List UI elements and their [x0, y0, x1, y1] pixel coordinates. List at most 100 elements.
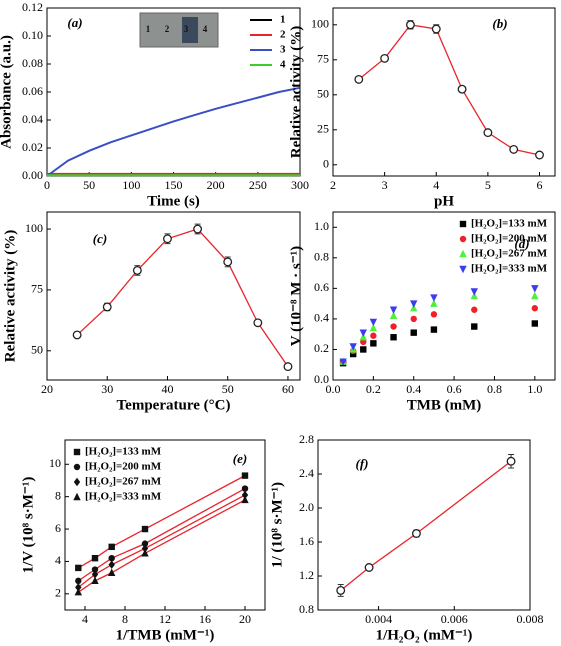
- x-tick-label: 40: [161, 382, 173, 396]
- marker: [360, 346, 367, 353]
- series-line: [77, 499, 246, 593]
- legend-label: [H₂O₂]=200 mM: [85, 461, 162, 473]
- y-axis-title: Absorbance (a.u.): [0, 35, 14, 149]
- y-tick-label: 2: [55, 586, 61, 600]
- y-tick-label: 0.12: [22, 0, 43, 14]
- marker-bg: [103, 303, 112, 311]
- marker: [163, 234, 172, 244]
- marker: [369, 323, 378, 332]
- marker: [223, 257, 233, 267]
- y-tick-label: 2.0: [299, 500, 314, 514]
- y-tick-label: 0.6: [314, 280, 329, 294]
- x-tick-label: 3: [382, 178, 388, 192]
- x-tick-label: 0: [44, 178, 50, 192]
- x-tick-label: 0.8: [487, 382, 502, 396]
- series-line: [76, 228, 289, 367]
- marker: [535, 150, 544, 160]
- marker: [241, 472, 249, 479]
- y-tick-label: 0.2: [314, 341, 329, 355]
- marker: [531, 320, 539, 327]
- marker: [141, 549, 149, 557]
- x-axis-title: Temperature (°C): [117, 397, 231, 413]
- legend-label: 3: [280, 44, 286, 56]
- x-tick-label: 16: [199, 612, 211, 626]
- y-tick-label: 100: [25, 221, 43, 235]
- x-axis-title: 1/H₂O₂ (mM⁻¹): [376, 627, 473, 643]
- x-tick-label: 0.2: [366, 382, 381, 396]
- x-tick-label: 1.0: [527, 382, 542, 396]
- marker: [73, 463, 81, 471]
- x-tick-label: 300: [291, 178, 309, 192]
- marker: [349, 343, 357, 351]
- marker: [509, 144, 519, 154]
- marker: [336, 586, 346, 595]
- x-tick-label: 30: [101, 382, 113, 396]
- y-tick-label: 75: [31, 282, 43, 296]
- y-tick-label: 2.4: [299, 466, 314, 480]
- legend-label: [H₂O₂]=133 mM: [85, 446, 162, 458]
- marker-bg: [336, 586, 345, 595]
- y-tick-label: 75: [317, 52, 329, 66]
- y-axis-title: 1/V (10⁸ s·M⁻¹): [20, 477, 36, 574]
- x-tick-label: 6: [537, 178, 543, 192]
- marker: [141, 525, 149, 533]
- y-tick-label: 0: [323, 157, 329, 171]
- x-tick-label: 50: [222, 382, 234, 396]
- y-tick-label: 6: [55, 521, 61, 535]
- marker-bg: [193, 225, 202, 233]
- marker: [73, 492, 81, 501]
- marker: [141, 540, 149, 547]
- plot-frame: [332, 211, 556, 381]
- y-tick-label: 25: [317, 122, 329, 136]
- marker: [430, 299, 438, 307]
- marker: [506, 456, 516, 466]
- marker: [75, 577, 82, 585]
- marker: [531, 285, 539, 293]
- marker: [390, 323, 397, 330]
- series-line: [358, 24, 540, 156]
- panel-label: (f): [356, 456, 369, 471]
- marker-bg: [432, 25, 441, 33]
- y-tick-label: 0.02: [22, 140, 43, 154]
- y-tick-label: 1.6: [299, 534, 314, 548]
- legend-label: [H₂O₂]=333 mM: [471, 263, 548, 275]
- inset-label: 1: [146, 24, 151, 34]
- marker: [459, 265, 467, 274]
- marker: [74, 587, 82, 596]
- marker: [75, 583, 82, 592]
- legend-label: 2: [280, 29, 286, 41]
- y-axis-title: Relative activity (%): [288, 26, 304, 158]
- marker-bg: [509, 145, 518, 154]
- marker: [108, 560, 115, 569]
- marker: [459, 235, 467, 243]
- series-line: [340, 460, 512, 591]
- marker: [411, 529, 421, 538]
- x-tick-label: 0.4: [406, 382, 421, 396]
- marker: [354, 74, 364, 84]
- marker: [73, 448, 81, 456]
- marker-bg: [535, 151, 544, 159]
- y-tick-label: 2.8: [299, 432, 314, 446]
- x-tick-label: 250: [249, 178, 267, 192]
- plot-frame: [332, 7, 556, 177]
- marker: [430, 294, 438, 302]
- marker-bg: [163, 234, 172, 243]
- marker-bg: [355, 75, 363, 84]
- x-axis-title: Time (s): [147, 193, 200, 209]
- marker: [108, 543, 115, 551]
- marker: [459, 249, 467, 258]
- marker: [108, 568, 116, 576]
- marker: [369, 318, 378, 327]
- marker: [410, 329, 417, 336]
- marker: [91, 570, 99, 579]
- legend-label: [H₂O₂]=267 mM: [471, 248, 548, 260]
- panel-label: (c): [93, 231, 107, 246]
- marker: [471, 323, 478, 330]
- y-tick-label: 50: [31, 343, 43, 357]
- x-tick-label: 5: [485, 178, 491, 192]
- marker: [241, 490, 249, 500]
- marker: [141, 544, 149, 553]
- marker-bg: [507, 457, 515, 466]
- marker: [73, 477, 81, 487]
